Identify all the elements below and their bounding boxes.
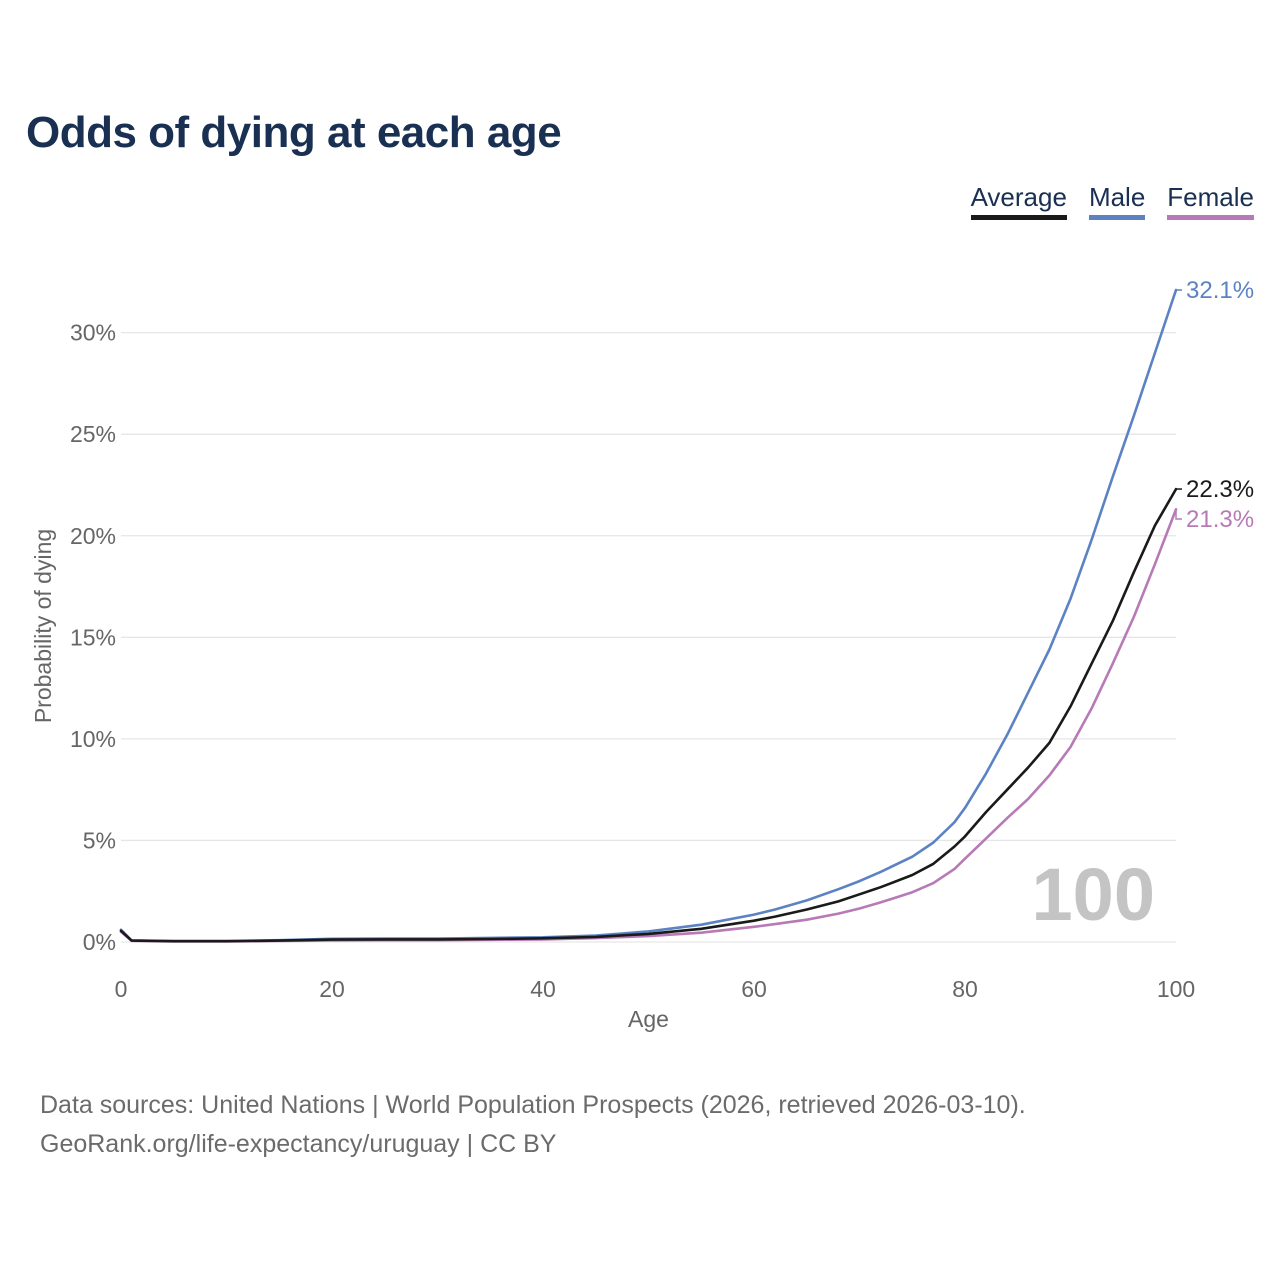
x-tick-label: 100 [1157,976,1195,1002]
x-tick-label: 60 [741,976,767,1002]
y-tick-label: 25% [70,421,116,447]
series-line-female[interactable] [119,508,1178,943]
end-label-female: 21.3% [1186,506,1254,533]
y-axis-title: Probability of dying [30,529,56,723]
end-label-average: 22.3% [1186,476,1254,503]
end-label-connector [1175,509,1182,520]
legend-male[interactable]: Male [1088,182,1146,220]
y-tick-label: 10% [70,726,116,752]
y-tick-label: 15% [70,624,116,650]
chart-title: Odds of dying at each age [26,108,562,157]
x-tick-label: 20 [319,976,345,1002]
y-tick-label: 30% [70,320,116,346]
legend-average[interactable]: Average [970,182,1067,220]
series-line-male[interactable] [119,288,1178,943]
data-sources: Data sources: United Nations | World Pop… [40,1091,1026,1119]
source-link[interactable]: GeoRank.org/life-expectancy/uruguay | CC… [40,1130,557,1158]
y-tick-label: 5% [83,827,116,853]
mortality-chart: 0% 5% 10% 15% 20% 25% 30% 0 20 40 60 80 100 22.3% 32.… [30,277,1254,1032]
x-axis-title: Age [628,1006,669,1032]
legend: Average Male Female [970,182,1254,220]
x-tick-label: 40 [530,976,556,1002]
legend-female[interactable]: Female [1167,182,1254,220]
y-tick-label: 0% [83,929,116,955]
series-line-average[interactable] [119,487,1178,943]
x-tick-label: 0 [115,976,128,1002]
age-marker: 100 [1032,853,1155,936]
end-label-male: 32.1% [1186,277,1254,304]
footer: Data sources: United Nations | World Pop… [40,1086,1026,1164]
y-tick-label: 20% [70,523,116,549]
x-tick-label: 80 [952,976,978,1002]
